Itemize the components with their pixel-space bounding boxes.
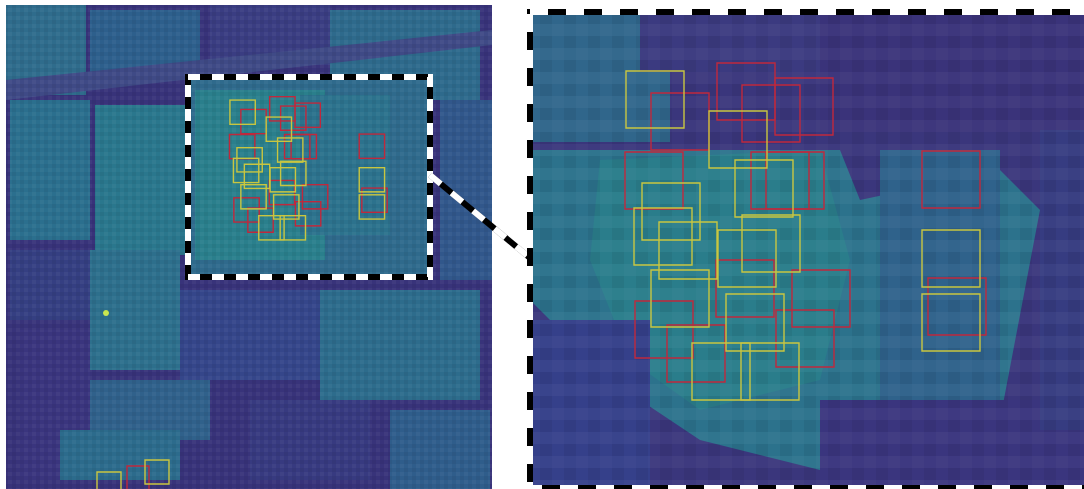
- zoomed-scene: [530, 12, 1084, 487]
- figure: [0, 0, 1084, 489]
